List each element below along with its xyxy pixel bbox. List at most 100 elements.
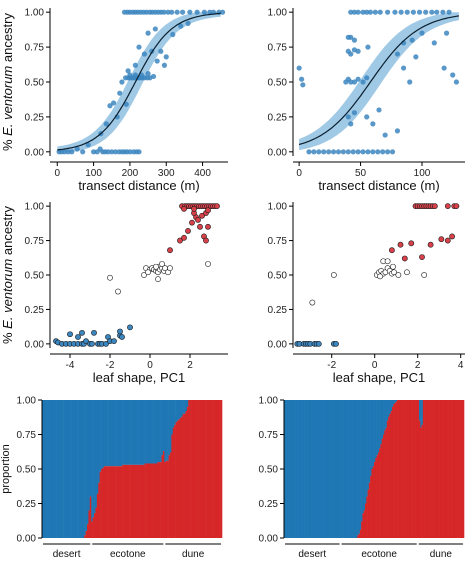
br-bar-blue-segment: [302, 400, 304, 538]
br-bar-blue-segment: [384, 400, 386, 431]
br-bar-red-segment: [444, 400, 447, 538]
bl-bar-blue-segment: [42, 400, 44, 538]
bl-bar-blue-segment: [150, 400, 152, 464]
tr-data-point: [316, 149, 322, 155]
br-bar-blue-segment: [394, 400, 397, 403]
br-bar-blue-segment: [334, 400, 336, 538]
bl-y-tick-label: 0.00: [17, 534, 37, 545]
bl-bar-blue-segment: [140, 400, 143, 465]
br-bar-blue-segment: [307, 400, 309, 538]
bl-bar-blue-segment: [96, 400, 99, 494]
bl-bar-red-segment: [168, 455, 171, 538]
bl-bar-blue-segment: [182, 400, 185, 414]
br-bar-red-segment: [462, 400, 465, 538]
bl-bar-blue-segment: [77, 400, 79, 538]
mr-point-blue: [315, 340, 322, 347]
br-bar-red-segment: [426, 400, 429, 538]
br-bar-blue-segment: [379, 400, 381, 449]
ml-y-tick-label: 1.00: [25, 202, 45, 213]
br-bar-red-segment: [362, 513, 365, 538]
br-bar-blue-segment: [419, 400, 421, 421]
tr-data-point: [326, 149, 332, 155]
br-bar-blue-segment: [309, 400, 312, 538]
bl-bar-blue-segment: [164, 400, 167, 463]
bl-bar-red-segment: [89, 496, 92, 538]
br-bar-blue-segment: [356, 400, 358, 538]
tl-confidence-ribbon: [57, 12, 221, 152]
tr-data-point: [345, 149, 351, 155]
br-bar-red-segment: [390, 411, 393, 538]
bl-bar-blue-segment: [171, 400, 174, 435]
br-bar-blue-segment: [320, 400, 322, 538]
bl-bar-red-segment: [202, 400, 205, 538]
tl-x-tick-label: 100: [85, 168, 102, 179]
br-bar-blue-segment: [365, 400, 367, 504]
br-bar-red-segment: [385, 427, 388, 538]
bl-bar-red-segment: [132, 464, 134, 538]
br-bar-red-segment: [407, 400, 410, 538]
br-bar-blue-segment: [303, 400, 305, 538]
bl-bar-red-segment: [179, 417, 182, 538]
br-bar-red-segment: [388, 416, 390, 538]
br-bar-red-segment: [395, 401, 398, 538]
br-bar-red-segment: [366, 496, 368, 538]
bl-bar-red-segment: [113, 466, 116, 538]
ml-point-white: [155, 276, 161, 283]
bl-bar-red-segment: [126, 464, 129, 538]
mr-point-red: [444, 203, 451, 210]
mr-x-tick-label: 4: [458, 360, 464, 371]
br-bar-red-segment: [457, 400, 460, 538]
br-bar-blue-segment: [286, 400, 289, 538]
br-bar-blue-segment: [367, 400, 370, 490]
mr-y-tick-label: 0.00: [268, 339, 288, 350]
br-bar-blue-segment: [329, 400, 331, 538]
tr-data-point: [394, 51, 401, 57]
bl-bar-blue-segment: [79, 400, 82, 538]
br-bar-blue-segment: [358, 400, 361, 534]
bl-bar-red-segment: [144, 463, 147, 538]
bl-bar-blue-segment: [91, 400, 93, 522]
ml-point-white: [145, 269, 151, 276]
tr-data-point: [440, 9, 446, 15]
br-bar-blue-segment: [350, 400, 353, 538]
bl-bar-blue-segment: [88, 400, 91, 511]
br-bar-red-segment: [379, 448, 381, 538]
br-bar-blue-segment: [343, 400, 345, 538]
ml-point-red: [181, 205, 187, 212]
bl-bar-red-segment: [143, 464, 145, 538]
bl-bar-blue-segment: [113, 400, 116, 467]
mr-y-tick-label: 1.00: [268, 202, 288, 213]
bl-bar-red-segment: [160, 462, 162, 538]
ml-point-red: [214, 203, 220, 210]
bl-bar-red-segment: [214, 400, 217, 538]
tr-x-axis-title: transect distance (m): [318, 178, 439, 193]
br-bar-red-segment: [422, 400, 425, 538]
bl-bar-red-segment: [134, 464, 137, 538]
ml-x-tick-label: 2: [187, 360, 193, 371]
tl-data-point: [136, 44, 142, 50]
bl-bar-blue-segment: [146, 400, 148, 464]
tr-data-point: [367, 9, 373, 15]
tr-data-point: [360, 9, 366, 15]
br-bar-red-segment: [461, 400, 464, 538]
ml-point-blue: [79, 329, 85, 336]
mr-point-white: [377, 273, 383, 280]
ml-point-red: [191, 205, 197, 212]
bl-bar-red-segment: [123, 464, 126, 538]
br-bar-blue-segment: [314, 400, 317, 538]
br-bar-red-segment: [428, 400, 430, 538]
bl-bar-red-segment: [122, 464, 124, 538]
bl-bar-blue-segment: [110, 400, 113, 467]
br-bar-red-segment: [381, 438, 384, 538]
bl-group-label: dune: [182, 549, 205, 560]
br-bar-blue-segment: [336, 400, 339, 538]
tr-data-point: [335, 149, 342, 155]
tr-data-point: [385, 9, 391, 15]
tr-data-point: [355, 9, 361, 15]
ml-point-white: [107, 274, 113, 281]
br-bar-blue-segment: [340, 400, 343, 538]
bl-bar-blue-segment: [133, 400, 136, 465]
bl-bar-red-segment: [94, 513, 96, 538]
bl-group-label: desert: [53, 549, 81, 560]
tl-data-point: [90, 149, 97, 155]
